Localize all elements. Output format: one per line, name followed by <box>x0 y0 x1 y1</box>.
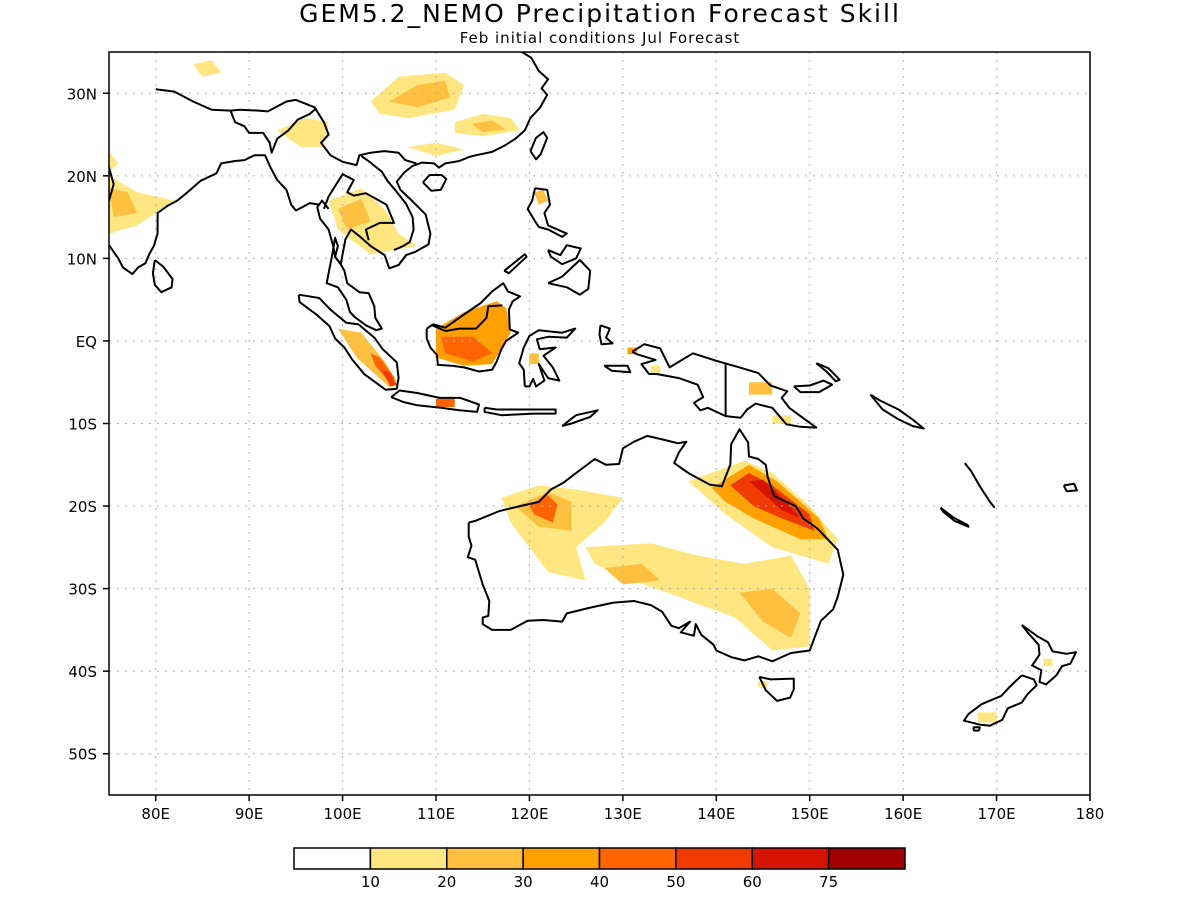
lon-tick-label: 130E <box>604 805 642 823</box>
coastline-nz-south <box>962 674 1038 727</box>
lat-tick-label: 30S <box>68 581 97 599</box>
coastline-new-britain <box>793 379 834 394</box>
lat-tick-label: 20N <box>67 168 97 186</box>
coastline-stewart-island <box>972 726 981 732</box>
coastline-indochina-borders <box>322 173 395 241</box>
skill-region-india-west <box>109 175 175 234</box>
colorbar-label: 30 <box>514 873 533 891</box>
skill-region-java <box>436 398 455 407</box>
lon-tick-label: 150E <box>791 805 829 823</box>
colorbar-label: 50 <box>666 873 685 891</box>
coastline-laos-vietnam-border <box>360 155 415 252</box>
coastline-borneo <box>425 282 522 373</box>
skill-region-nz-north <box>1043 658 1053 667</box>
coastline-lesser-sundas <box>483 406 557 417</box>
colorbar: 10 20 30 40 50 60 75 <box>293 847 906 891</box>
coastline-china-nepal-border <box>155 88 417 167</box>
lon-tick-label: 110E <box>417 805 455 823</box>
lon-tick-label: 100E <box>324 805 362 823</box>
colorbar-swatch <box>751 847 830 870</box>
lon-tick-label: 80E <box>141 805 170 823</box>
coastline-seram <box>603 364 632 374</box>
coastline-new-ireland <box>815 362 841 383</box>
coastline-india-bangladesh-border <box>229 107 318 154</box>
coastline-mindanao <box>547 259 592 296</box>
coastlines <box>109 52 1078 732</box>
lat-tick-label: 40S <box>68 663 97 681</box>
colorbar-label: 75 <box>819 873 838 891</box>
coastline-borneo-border <box>431 304 503 332</box>
skill-region-china-north-core <box>389 80 450 108</box>
colorbar-swatch <box>827 847 906 870</box>
lat-tick-label: 30N <box>67 85 97 103</box>
gridlines <box>109 52 1090 795</box>
coastline-sulawesi <box>518 327 577 388</box>
skill-region-ne-australia-peak <box>749 479 801 519</box>
coastline-tasmania <box>758 675 795 702</box>
axis-labels: 30N 20N 10N EQ 10S 20S 30S 40S 50S 80E 90E 100E 110E… <box>67 85 1105 823</box>
coastline-nz-north <box>1021 624 1077 686</box>
coastline-solomon-islands <box>869 393 925 430</box>
colorbar-swatch <box>675 847 753 870</box>
colorbar-swatch <box>598 847 677 870</box>
coastline-australia <box>466 428 845 663</box>
coastline-java <box>390 389 480 413</box>
skill-region-tibet <box>277 118 329 147</box>
colorbar-label: 10 <box>361 873 380 891</box>
colorbar-swatch <box>293 847 372 870</box>
lon-tick-label: 160E <box>884 805 922 823</box>
coastline-visayas <box>547 244 582 266</box>
skill-region-sulawesi <box>529 353 539 365</box>
skill-region-himalaya-w <box>193 60 222 77</box>
coastline-indochina <box>316 52 550 270</box>
skill-region-interior-core-2 <box>739 588 801 639</box>
skill-region-sumatra-south <box>381 369 397 387</box>
skill-region-philippines <box>534 189 549 205</box>
colorbar-swatch <box>522 847 601 870</box>
lat-tick-label: 50S <box>68 746 97 764</box>
coastline-hainan <box>422 174 448 192</box>
lon-tick-label: 90E <box>235 805 264 823</box>
skill-region-png-1 <box>650 365 661 374</box>
colorbar-swatch <box>446 847 524 870</box>
colorbar-label: 60 <box>743 873 762 891</box>
coastline-india <box>109 154 321 276</box>
coastline-new-caledonia <box>939 506 970 528</box>
coastline-fiji <box>1062 482 1078 493</box>
colorbar-swatch <box>369 847 448 870</box>
coastline-vanuatu <box>964 462 996 509</box>
coastline-timor <box>561 409 599 427</box>
lon-tick-label: 120E <box>510 805 548 823</box>
lat-tick-label: EQ <box>76 333 97 351</box>
skill-region-borneo-core <box>440 336 493 362</box>
skill-region-india-west-core <box>109 188 137 218</box>
skill-region-nz-south <box>977 712 997 723</box>
colorbar-label: 40 <box>590 873 609 891</box>
skill-region-png-2 <box>749 382 773 395</box>
coastline-sumatra <box>297 293 400 391</box>
lon-tick-label: 180 <box>1076 805 1105 823</box>
lon-tick-label: 140E <box>697 805 735 823</box>
skill-region-nw-australia-core <box>529 493 558 523</box>
skill-region-india-far-west <box>109 151 119 172</box>
lon-tick-label: 170E <box>978 805 1016 823</box>
coastline-halmahera <box>598 324 614 346</box>
lat-tick-label: 10N <box>67 250 97 268</box>
skill-region-interior-core-1 <box>604 563 661 585</box>
chart-subtitle: Feb initial conditions Jul Forecast <box>459 29 741 47</box>
coastline-sri-lanka <box>151 259 174 294</box>
coastline-taiwan <box>529 131 549 161</box>
coastline-new-guinea <box>631 343 818 429</box>
skill-region-china-south-core <box>471 120 507 133</box>
colorbar-label: 20 <box>437 873 456 891</box>
skill-region-indochina-core <box>337 198 371 230</box>
skill-contours <box>109 60 1053 723</box>
lat-tick-label: 10S <box>68 416 97 434</box>
coastline-palawan <box>503 253 528 275</box>
chart-title: GEM5.2_NEMO Precipitation Forecast Skill <box>299 0 901 28</box>
coastline-malay-peninsula <box>325 236 383 332</box>
lat-tick-label: 20S <box>68 498 97 516</box>
coastline-luzon <box>526 187 568 238</box>
